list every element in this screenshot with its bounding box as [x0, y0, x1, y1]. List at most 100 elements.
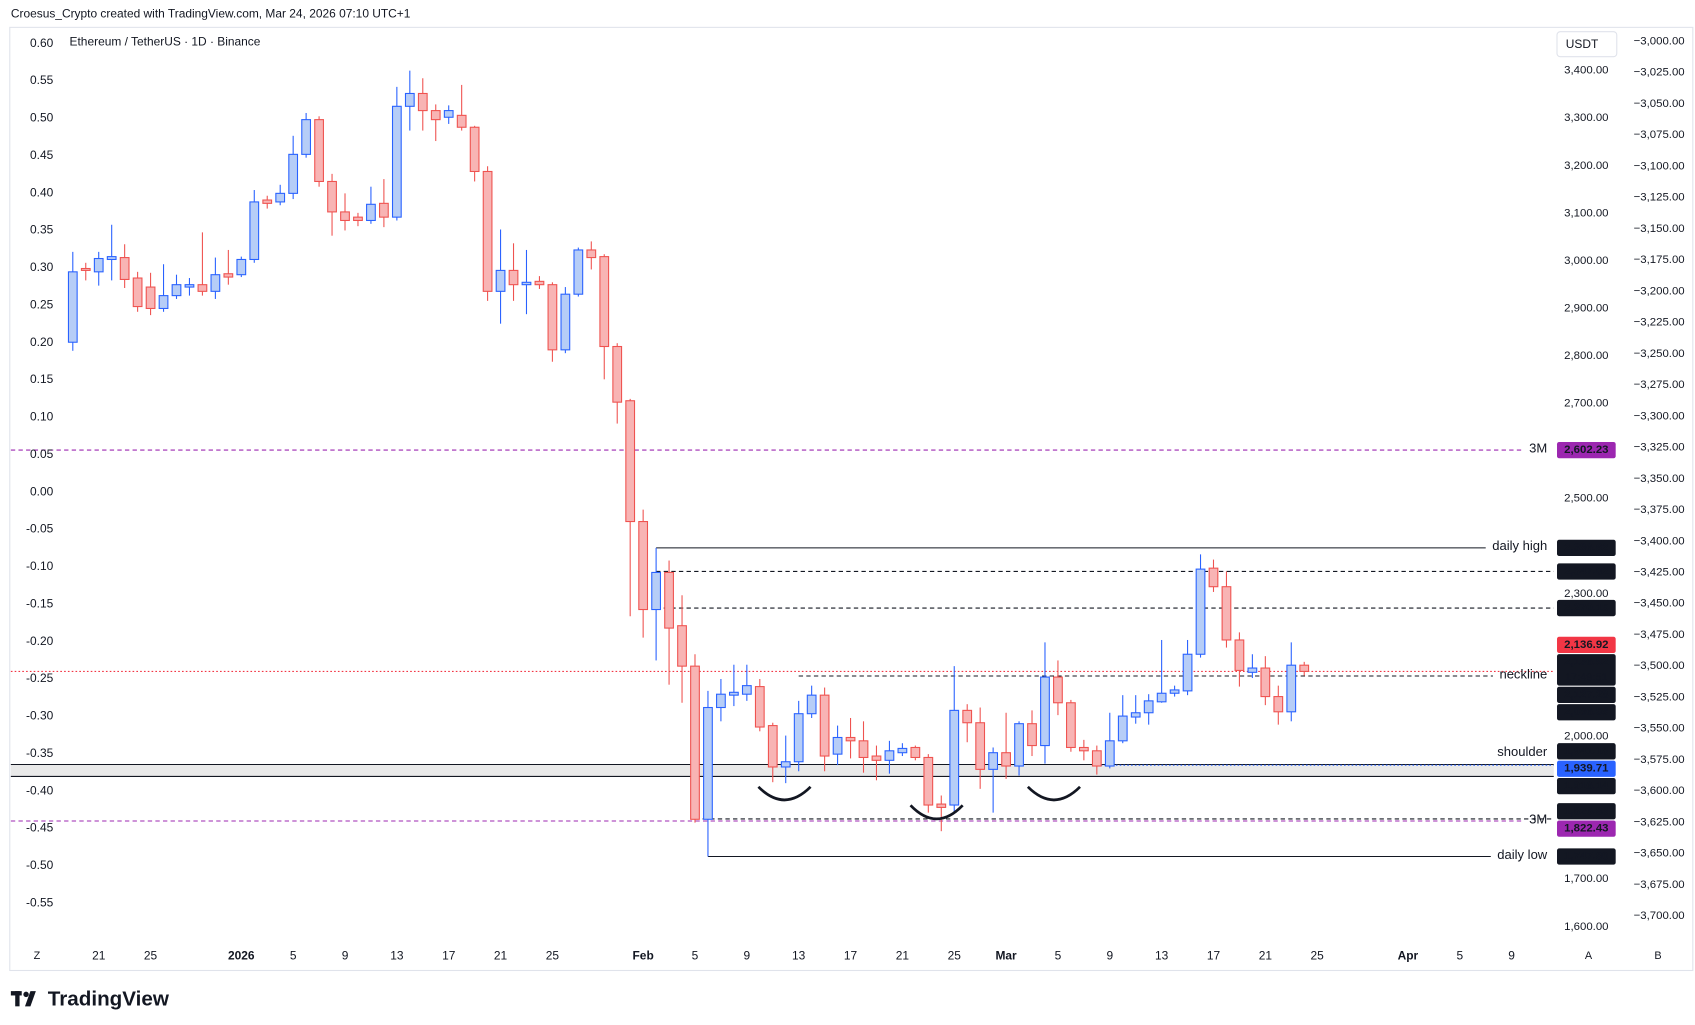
left-tick-label: 0.60 [30, 36, 54, 50]
candle-body [171, 284, 182, 297]
y2-tick-label: −3,125.00 [1634, 192, 1685, 204]
currency-button[interactable] [1556, 31, 1618, 58]
candle-body [158, 295, 169, 310]
candle-body [806, 694, 817, 715]
corner-button[interactable]: Z [34, 950, 41, 962]
x-tick-label: 17 [442, 949, 456, 963]
price-label: 1,826.83 [1564, 805, 1608, 817]
y-tick-label: 2,500.00 [1564, 493, 1608, 505]
left-tick-label: -0.55 [26, 895, 54, 909]
candle-body [703, 706, 713, 820]
candle-body [664, 571, 674, 629]
price-label-box [1557, 654, 1616, 686]
x-tick-label: 13 [792, 949, 806, 963]
y-tick-label: 2,300.00 [1564, 588, 1608, 600]
x-tick-label: 17 [1207, 949, 1221, 963]
logo-mark [23, 991, 29, 998]
y2-tick-label: −3,400.00 [1634, 535, 1685, 547]
y-tick-label: 2,900.00 [1564, 302, 1608, 314]
level-label: daily low [1497, 847, 1548, 862]
y2-tick-label: −3,200.00 [1634, 285, 1685, 297]
price-label: 1,822.43 [1564, 823, 1608, 835]
price-label-box [1557, 760, 1616, 777]
left-tick-label: 0.15 [30, 372, 54, 386]
price-label-box [1557, 636, 1616, 654]
y-tick-label: 2,800.00 [1564, 350, 1608, 362]
left-tick-label: 0.55 [30, 73, 54, 87]
price-label-box [1557, 686, 1616, 703]
candle-body [404, 92, 415, 107]
candle-body [106, 256, 117, 261]
candle-body [80, 267, 91, 271]
candle-body [1053, 676, 1063, 704]
axes: 3,400.00 3,300.00 3,200.00 3,100.00 3,000.00… [26, 35, 1685, 962]
level-label: daily high [1492, 538, 1547, 553]
candle-body [275, 192, 286, 203]
candle-body [767, 725, 778, 768]
candle-body [301, 119, 312, 155]
candle-body [184, 284, 195, 288]
candle-body [366, 203, 376, 222]
candle-body [249, 201, 260, 261]
candle-body [923, 756, 934, 806]
candle-body [1221, 586, 1232, 641]
corner-button[interactable]: B [1654, 950, 1661, 962]
candle-body [962, 709, 973, 724]
y-tick-label: 2,000.00 [1564, 731, 1608, 743]
y-tick-label: 2,700.00 [1564, 398, 1608, 410]
y-tick-label: 3,300.00 [1564, 112, 1608, 124]
x-tick-label: 5 [1456, 949, 1463, 963]
left-tick-label: 0.25 [30, 297, 54, 311]
candle-body [443, 110, 454, 118]
x-tick-label: 5 [290, 949, 297, 963]
x-tick-label: 25 [546, 949, 560, 963]
left-tick-label: 0.45 [30, 148, 54, 162]
candle-body [236, 258, 247, 276]
price-label-box [1557, 848, 1616, 865]
left-tick-label: 0.10 [30, 410, 54, 424]
logo: TradingView [10, 987, 170, 1010]
candle-body [728, 691, 739, 696]
candle-body [1040, 676, 1050, 747]
y-tick-label: 3,400.00 [1564, 65, 1608, 77]
candle-body [845, 736, 856, 742]
candle-body [430, 110, 441, 121]
candle-body [288, 153, 299, 194]
candle-body [975, 722, 986, 770]
price-label: 2,136.92 [1564, 656, 1608, 668]
y2-tick-label: −3,625.00 [1634, 816, 1685, 828]
candle-body [223, 273, 234, 278]
candle-body [547, 284, 558, 351]
price-label-box [1557, 803, 1616, 820]
left-tick-label: -0.20 [26, 634, 54, 648]
price-label: 2,347.02 [1564, 565, 1608, 577]
y2-tick-label: −3,025.00 [1634, 67, 1685, 79]
candle-body [690, 665, 700, 820]
y-tick-label: 3,000.00 [1564, 255, 1608, 267]
left-tick-label: -0.05 [26, 522, 54, 536]
left-tick-label: -0.25 [26, 671, 54, 685]
candle-body [625, 400, 636, 523]
corner-button[interactable]: A [1585, 950, 1593, 962]
y-tick-label: 3,200.00 [1564, 160, 1608, 172]
y2-tick-label: −3,575.00 [1634, 754, 1685, 766]
candle-body [754, 686, 765, 728]
candle-body [1234, 639, 1245, 671]
zone [10, 764, 1554, 777]
y2-tick-label: −3,550.00 [1634, 723, 1685, 735]
candle-body [534, 280, 545, 286]
candle-body [1091, 750, 1102, 767]
price-label-box [1557, 441, 1616, 459]
candle-body [1169, 689, 1180, 694]
left-tick-label: -0.30 [26, 709, 54, 723]
y2-tick-label: −3,250.00 [1634, 348, 1685, 360]
candle-body [417, 92, 428, 112]
logo-mark [15, 991, 20, 1007]
candle-body [819, 694, 830, 757]
candle-body [599, 256, 610, 348]
candle-body [858, 740, 869, 759]
currency[interactable]: USDT [1566, 37, 1599, 51]
price-label: 2,270.15 [1564, 602, 1609, 614]
attribution: Croesus_Crypto created with TradingView.… [11, 6, 411, 20]
candle-body [93, 257, 104, 273]
